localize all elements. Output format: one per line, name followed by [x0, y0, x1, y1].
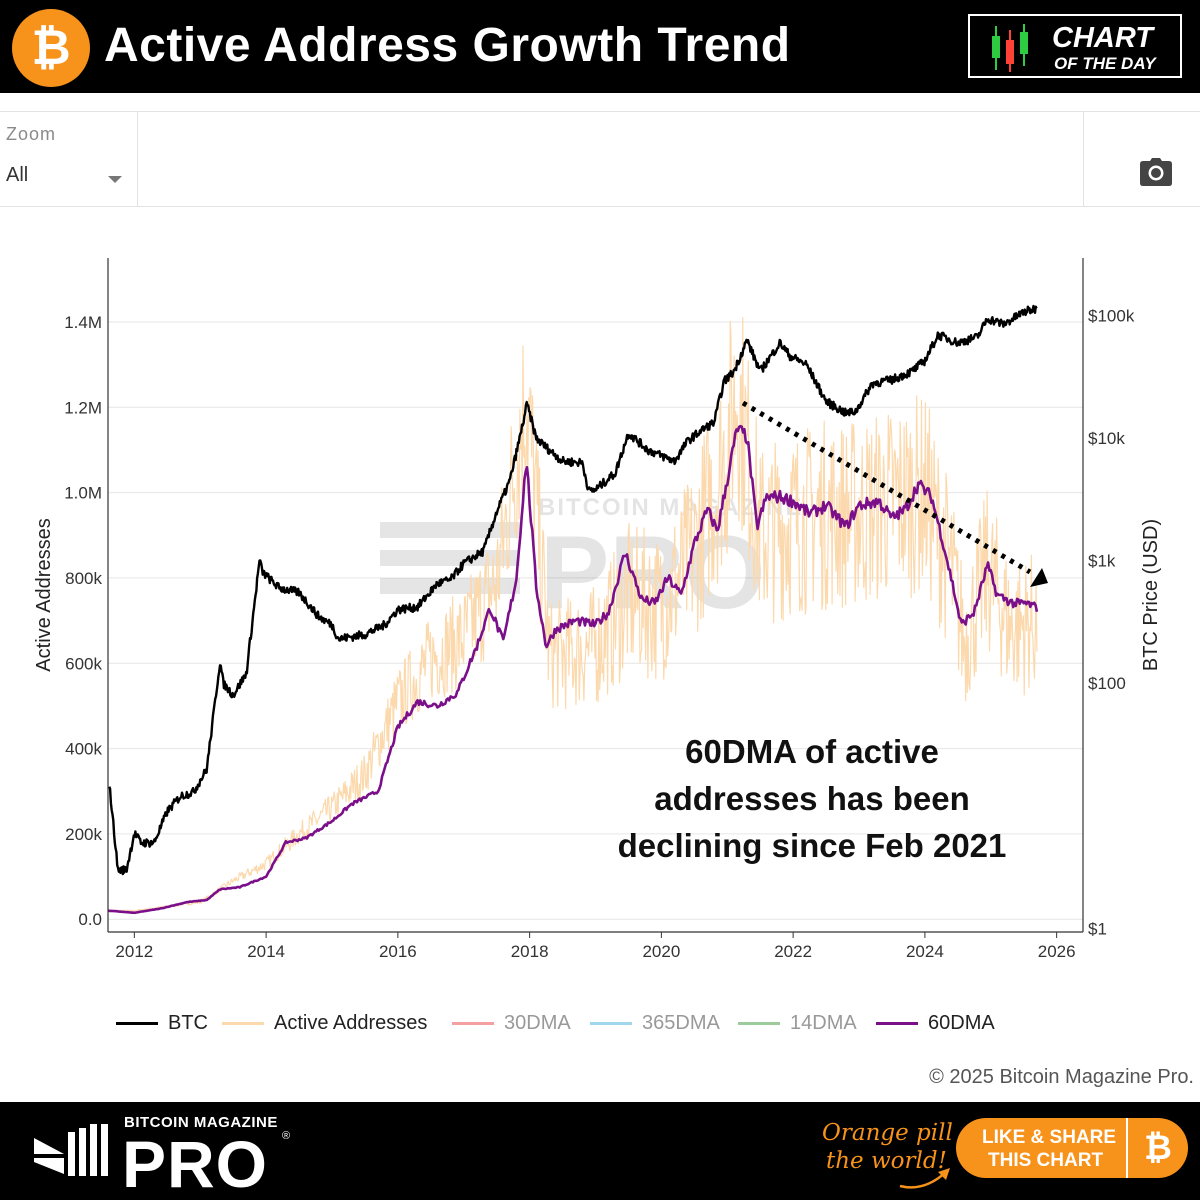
bitcoin-magazine-mark-icon [34, 1124, 108, 1176]
y2-tick-label: $10k [1088, 429, 1125, 448]
series-btc-line [108, 304, 1038, 876]
annotation-line: addresses has been [654, 780, 970, 817]
legend-swatch [876, 1022, 918, 1025]
x-tick-label: 2022 [774, 942, 812, 961]
legend-swatch [590, 1022, 632, 1025]
legend-swatch [738, 1022, 780, 1025]
zoom-toolbar: Zoom All [0, 111, 1200, 207]
y2-tick-label: $100k [1088, 307, 1135, 326]
y-axis-title: Active Addresses [33, 518, 55, 671]
zoom-select[interactable]: All [0, 156, 136, 196]
chart-annotation: 60DMA of active addresses has been decli… [596, 728, 1028, 869]
x-tick-label: 2026 [1038, 942, 1076, 961]
registered-mark: ® [282, 1130, 291, 1142]
bitcoin-logo-glyph: ₿ [31, 20, 71, 76]
share-chart-button[interactable]: LIKE & SHARE THIS CHART ₿ [956, 1118, 1188, 1178]
badge-subtitle: OF THE DAY [1054, 54, 1156, 73]
y-tick-label: 200k [65, 825, 102, 844]
legend-label: 30DMA [504, 1012, 571, 1034]
brand-name-small: BITCOIN MAGAZINE [124, 1114, 278, 1131]
y2-tick-label: $1 [1088, 919, 1107, 938]
y2-tick-label: $100 [1088, 674, 1126, 693]
chart: BITCOIN MAGAZINE PRO 0.0200k400k600k800k… [33, 258, 1162, 961]
y-tick-label: 800k [65, 569, 102, 588]
toolbar-divider [1083, 112, 1084, 206]
legend-label: Active Addresses [274, 1012, 428, 1034]
tagline-line: Orange pill [822, 1120, 953, 1146]
y-tick-label: 1.0M [64, 484, 102, 503]
arrow-right-icon [899, 1168, 950, 1189]
x-tick-label: 2012 [115, 942, 153, 961]
badge-title: CHART [1052, 22, 1153, 54]
y-tick-label: 400k [65, 740, 102, 759]
x-tick-label: 2016 [379, 942, 417, 961]
legend-swatch [116, 1022, 158, 1025]
brand-name-large: PRO [122, 1127, 269, 1200]
x-tick-label: 2014 [247, 942, 285, 961]
candlestick-icon [992, 24, 1028, 72]
x-tick-label: 2020 [642, 942, 680, 961]
annotation-line: 60DMA of active [685, 733, 939, 770]
axes-layer: 0.0 200k 400k 600k 800k 1.0M 1.2M 1.4M $1 $100 $1k… [33, 258, 1162, 961]
tagline-line: the world! [826, 1148, 947, 1174]
y-tick-label: 600k [65, 654, 102, 673]
y2-axis-title: BTC Price (USD) [1140, 519, 1162, 671]
x-tick-label: 2018 [511, 942, 549, 961]
share-label-line: THIS CHART [988, 1150, 1104, 1171]
series-60dma-line [107, 424, 1039, 915]
btc-layer [108, 304, 1038, 876]
bitcoin-logo-icon: ₿ [12, 9, 90, 87]
chevron-down-icon [108, 176, 122, 183]
toolbar-divider [137, 112, 138, 206]
legend-label: 60DMA [928, 1012, 995, 1034]
legend-label: BTC [168, 1012, 208, 1034]
y-tick-label: 0.0 [78, 910, 102, 929]
chart-legend: BTC Active Addresses 30DMA 365DMA 14DMA 60DMA [0, 1010, 1200, 1040]
camera-icon[interactable] [1140, 158, 1172, 186]
chart-of-the-day-badge: CHART OF THE DAY [968, 14, 1182, 78]
share-divider [1126, 1118, 1128, 1178]
y2-tick-label: $1k [1088, 552, 1116, 571]
share-label-line: LIKE & SHARE [982, 1127, 1117, 1148]
trend-arrow [741, 400, 1048, 587]
annotation-line: declining since Feb 2021 [617, 827, 1007, 864]
page-title: Active Address Growth Trend [104, 19, 791, 72]
legend-swatch [452, 1022, 494, 1025]
legend-label: 14DMA [790, 1012, 857, 1034]
legend-label: 365DMA [642, 1012, 720, 1034]
copyright-text: © 2025 Bitcoin Magazine Pro. [929, 1066, 1194, 1088]
dma60-layer [107, 424, 1039, 915]
legend-swatch [222, 1022, 264, 1025]
zoom-label: Zoom [6, 124, 57, 144]
zoom-selected-value: All [6, 164, 29, 186]
y-tick-label: 1.4M [64, 313, 102, 332]
bitcoin-icon: ₿ [1144, 1128, 1172, 1168]
x-tick-label: 2024 [906, 942, 944, 961]
header-bar: ₿ Active Address Growth Trend CHART OF T… [0, 0, 1200, 93]
y-tick-label: 1.2M [64, 398, 102, 417]
